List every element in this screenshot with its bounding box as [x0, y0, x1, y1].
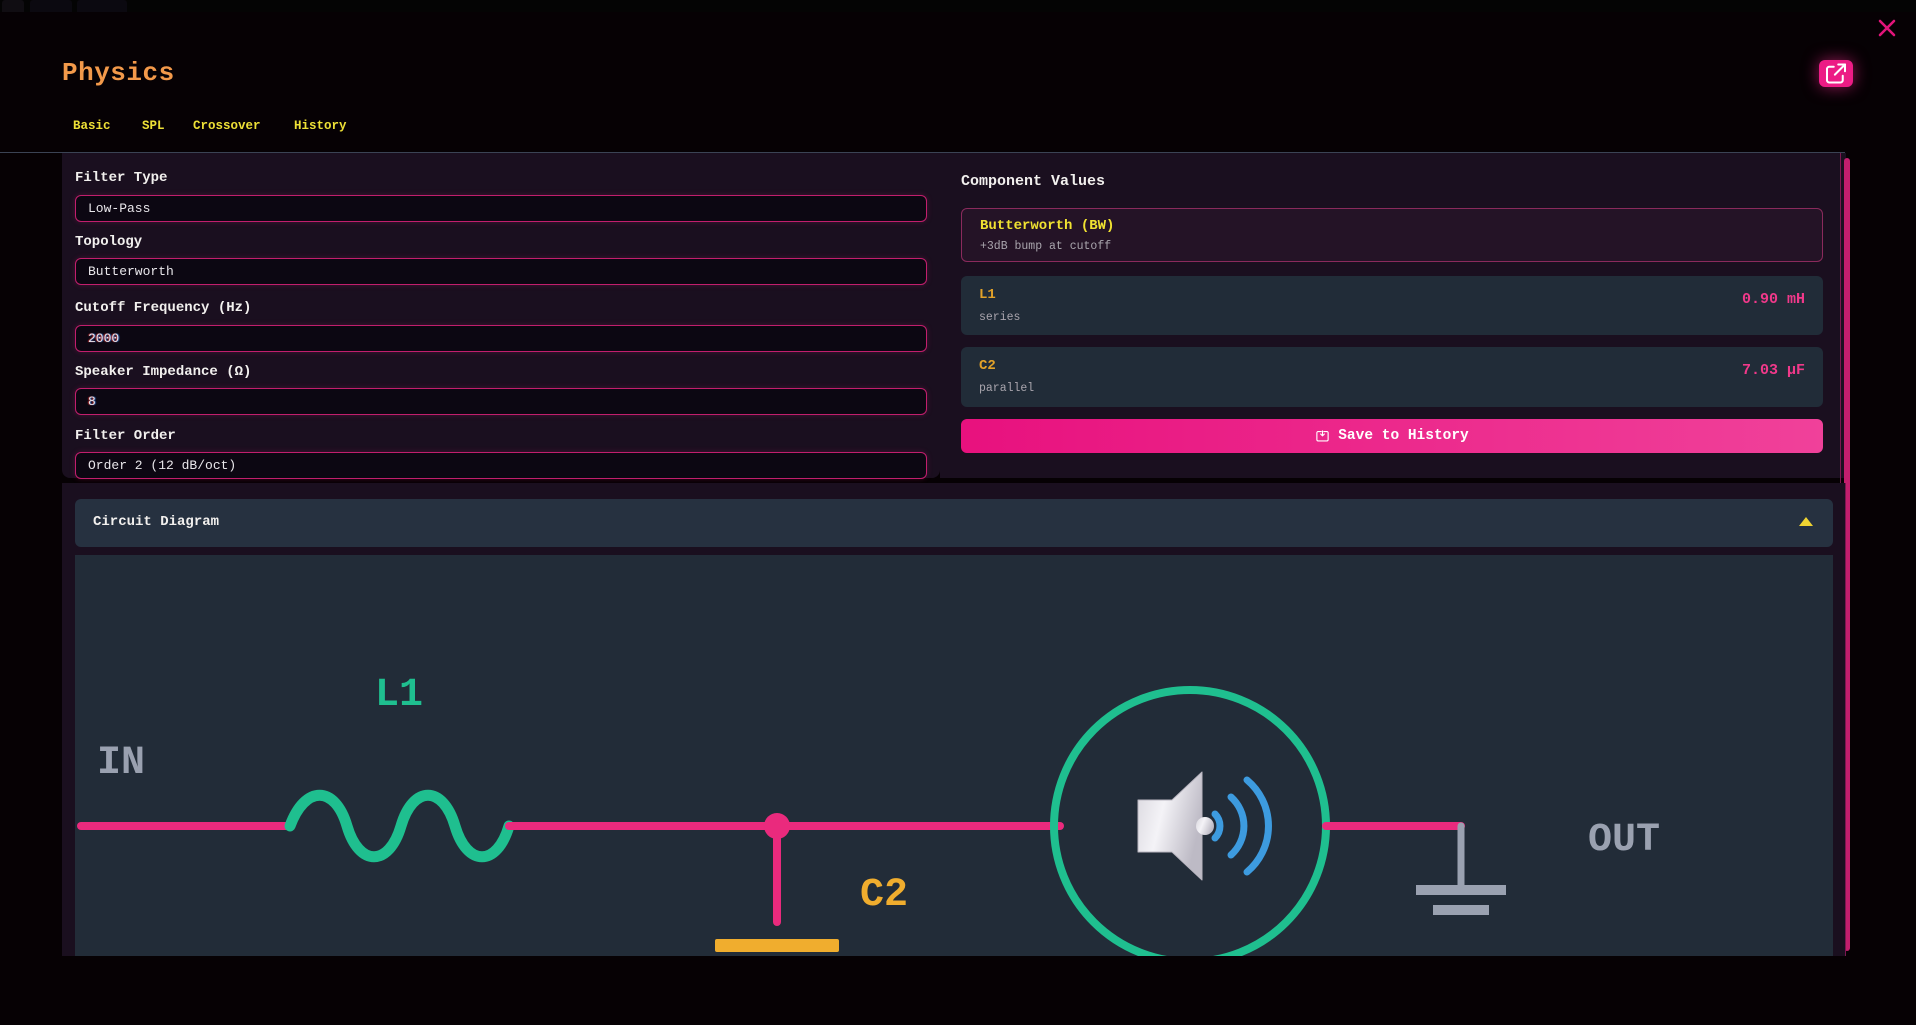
svg-text:C2: C2	[860, 873, 908, 918]
svg-text:IN: IN	[97, 741, 145, 786]
svg-text:L1: L1	[375, 673, 423, 718]
svg-text:OUT: OUT	[1588, 818, 1660, 863]
